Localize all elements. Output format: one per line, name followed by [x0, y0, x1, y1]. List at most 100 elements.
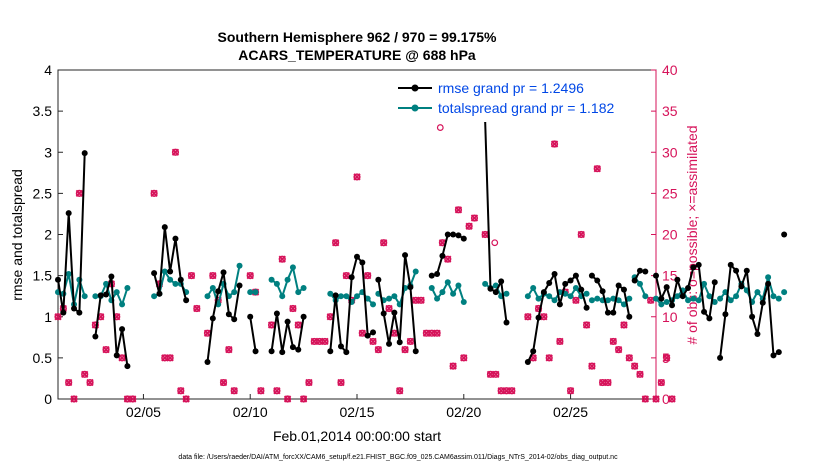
- rmse-point: [119, 326, 126, 333]
- spread-point: [364, 295, 371, 302]
- spread-point: [231, 289, 238, 296]
- legend-rmse-marker: [411, 84, 419, 92]
- obs-count-marker: [668, 395, 676, 403]
- rmse-point: [300, 313, 307, 320]
- spread-point: [113, 289, 120, 296]
- y-left-tick-label: 3: [44, 144, 52, 160]
- spread-point: [733, 293, 740, 300]
- x-tick-label: 02/20: [446, 404, 481, 420]
- rmse-point: [685, 284, 692, 291]
- spread-point: [754, 289, 761, 296]
- spread-point: [695, 297, 702, 304]
- spread-point: [524, 293, 531, 300]
- obs-count-marker: [203, 329, 212, 337]
- obs-count-marker: [641, 395, 649, 403]
- spread-point: [391, 293, 398, 300]
- rmse-point: [204, 358, 211, 365]
- spread-point: [727, 297, 734, 304]
- obs-count-marker: [550, 140, 559, 148]
- rmse-point: [578, 286, 585, 293]
- rmse-point: [679, 293, 686, 300]
- rmse-point: [653, 272, 659, 279]
- obs-count-marker: [171, 148, 180, 156]
- rmse-point: [268, 348, 275, 355]
- rmse-point: [209, 315, 216, 322]
- spread-point: [455, 282, 462, 289]
- rmse-point: [156, 290, 163, 297]
- rmse-point: [706, 315, 713, 322]
- y-right-tick-label: 25: [662, 185, 678, 201]
- obs-count-marker: [358, 329, 366, 337]
- spread-point: [284, 276, 291, 283]
- rmse-point: [781, 231, 788, 238]
- spread-point: [620, 301, 627, 308]
- rmse-point: [583, 304, 590, 311]
- rmse-point: [172, 235, 179, 242]
- rmse-point: [343, 349, 350, 356]
- spread-point: [370, 301, 377, 308]
- obs-count-marker: [209, 271, 217, 280]
- spread-point: [354, 293, 360, 300]
- rmse-point: [669, 302, 676, 309]
- y-right-label: # of obs: o=possible; ×=assimilated: [684, 125, 700, 344]
- obs-count-marker: [545, 354, 553, 362]
- y-right-tick-label: 15: [662, 268, 678, 284]
- rmse-point: [631, 277, 638, 284]
- obs-count-marker: [502, 387, 511, 395]
- spread-point: [706, 293, 713, 300]
- footer-data-file: data file: /Users/raeder/DAI/ATM_forcXX/…: [178, 454, 618, 461]
- rmse-point: [695, 261, 702, 268]
- rmse-point: [775, 349, 782, 356]
- spread-point: [460, 298, 467, 305]
- rmse-point: [594, 277, 601, 284]
- spread-point: [685, 297, 692, 304]
- spread-point: [717, 295, 724, 302]
- rmse-point: [220, 269, 227, 276]
- rmse-point: [567, 277, 574, 284]
- spread-point: [172, 280, 179, 287]
- rmse-point: [444, 231, 451, 238]
- obs-count-marker: [283, 395, 292, 403]
- obs-count-marker: [390, 329, 399, 337]
- rmse-point: [391, 309, 398, 316]
- rmse-point: [225, 311, 232, 318]
- rmse-point: [412, 348, 419, 355]
- obs-count-marker: [289, 304, 297, 313]
- y-left-label: rmse and totalspread: [9, 169, 25, 301]
- rmse-point: [97, 292, 104, 299]
- spread-point: [327, 290, 334, 297]
- rmse-point: [289, 344, 296, 351]
- obs-count-marker: [625, 354, 633, 362]
- spread-point: [444, 279, 451, 286]
- obs-count-marker: [294, 321, 302, 329]
- obs-count-marker: [417, 296, 425, 304]
- spread-point: [103, 280, 110, 287]
- obs-count-marker: [315, 337, 324, 346]
- legend-rmse-label: rmse grand pr = 1.2496: [438, 80, 584, 96]
- rmse-point: [759, 299, 766, 306]
- rmse-point: [487, 285, 494, 292]
- rmse-line: [57, 153, 86, 314]
- spread-point: [428, 284, 435, 291]
- obs-count-marker: [193, 304, 201, 313]
- rmse-point: [380, 310, 387, 317]
- obs-count-marker: [299, 395, 308, 403]
- rmse-point: [717, 354, 724, 361]
- rmse-point: [556, 301, 563, 308]
- obs-count-marker: [540, 313, 548, 321]
- obs-count-marker: [460, 354, 468, 362]
- rmse-point: [743, 267, 750, 274]
- rmse-point: [151, 270, 158, 277]
- obs-count-marker: [65, 378, 73, 387]
- spread-point: [119, 301, 126, 308]
- spread-point: [151, 293, 158, 300]
- rmse-point: [701, 308, 708, 315]
- spread-point: [770, 293, 777, 300]
- rmse-point: [749, 313, 756, 320]
- spread-point: [503, 290, 510, 297]
- rmse-point: [273, 310, 280, 317]
- rmse-point: [327, 348, 334, 355]
- spread-point: [588, 297, 595, 304]
- x-tick-label: 02/25: [553, 404, 588, 420]
- rmse-point: [183, 297, 190, 304]
